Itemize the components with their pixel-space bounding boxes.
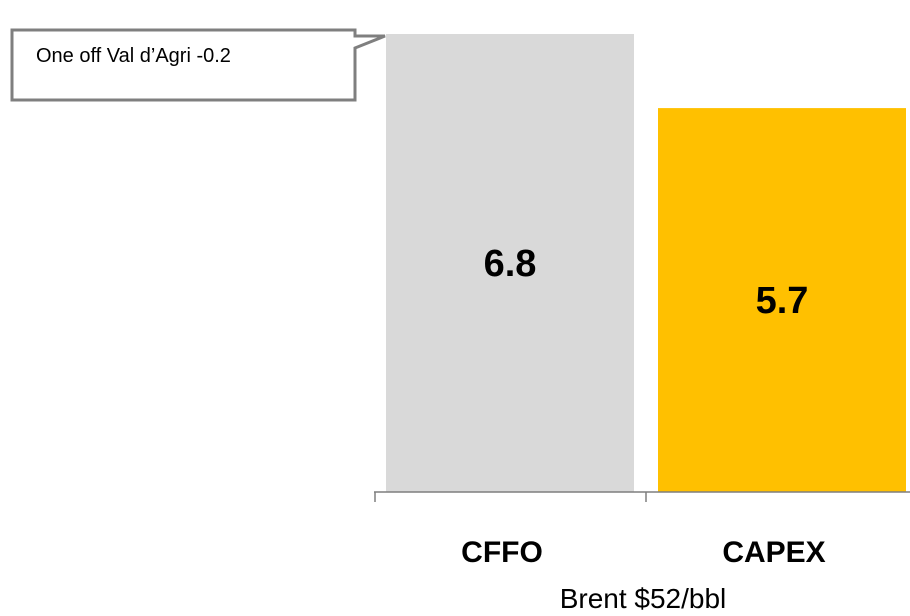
bar-capex: [658, 108, 906, 493]
callout-text: One off Val d’Agri -0.2: [36, 45, 231, 67]
category-label-capex: CAPEX: [722, 536, 825, 569]
data-label-cffo: 6.8: [484, 243, 537, 285]
x-axis-title: Brent $52/bbl: [560, 583, 727, 614]
category-label-cffo: CFFO: [461, 536, 543, 569]
annotation-callout: One off Val d’Agri -0.2: [10, 28, 386, 102]
bar-cffo: [386, 34, 634, 492]
data-label-capex: 5.7: [756, 280, 809, 322]
callout-box: [10, 28, 386, 102]
